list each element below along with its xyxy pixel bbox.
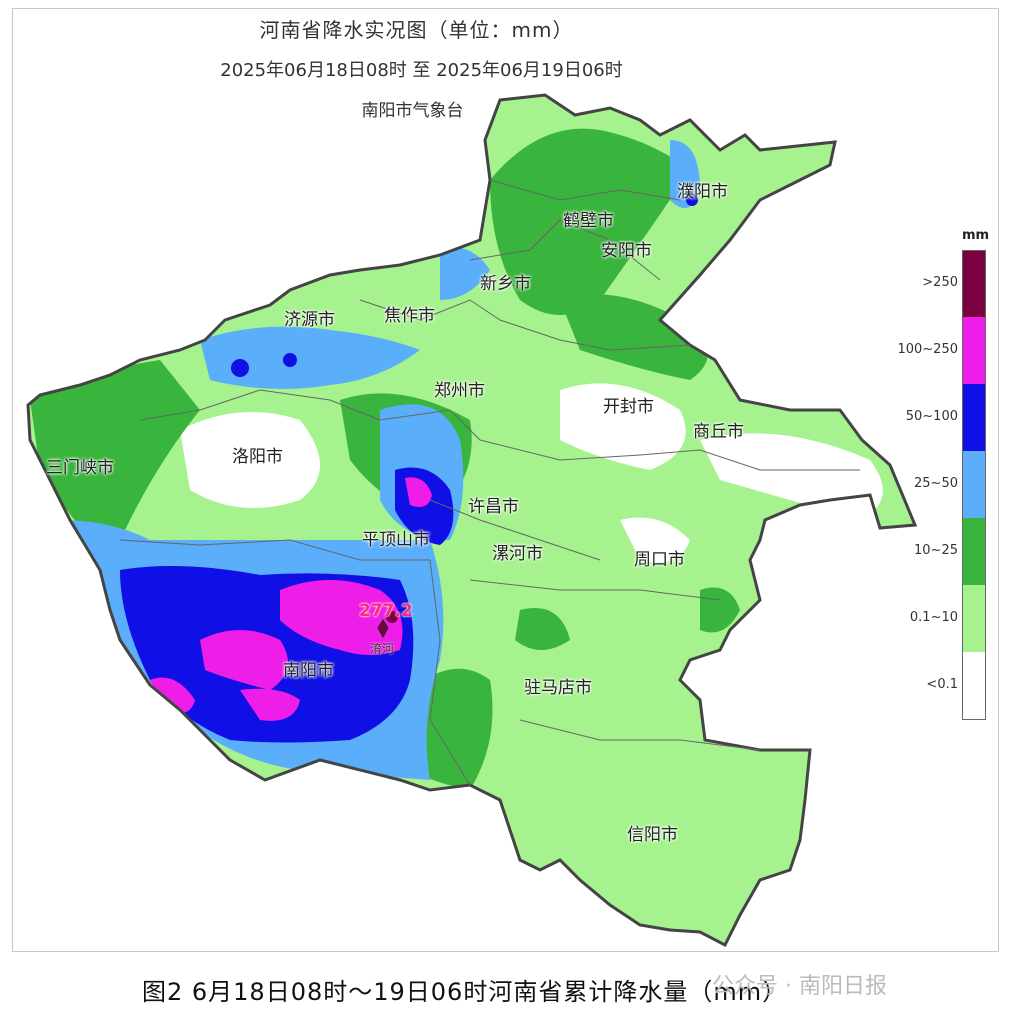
legend-swatch xyxy=(962,518,986,585)
peak-station-name: 淯河 xyxy=(370,642,395,656)
city-label-pingdingshan: 平顶山市 xyxy=(362,530,430,550)
legend-swatch xyxy=(962,250,986,318)
legend-label: >250 xyxy=(922,274,958,290)
watermark: 公众号 · 南阳日报 xyxy=(712,974,887,999)
map-title: 河南省降水实况图（单位：mm） xyxy=(259,18,574,42)
city-label-anyang: 安阳市 xyxy=(601,241,652,261)
map-source: 南阳市气象台 xyxy=(361,101,464,121)
city-label-nanyang: 南阳市 xyxy=(283,661,334,681)
city-label-zhumadian: 驻马店市 xyxy=(524,678,592,698)
city-label-jiyuan: 济源市 xyxy=(284,310,335,330)
city-label-zhoukou: 周口市 xyxy=(634,550,685,570)
city-label-luoyang: 洛阳市 xyxy=(232,447,283,467)
city-label-hebi: 鹤壁市 xyxy=(563,211,614,231)
legend-label: <0.1 xyxy=(926,676,958,692)
city-label-sanmenxia: 三门峡市 xyxy=(46,458,114,478)
city-label-zhengzhou: 郑州市 xyxy=(434,381,485,401)
city-label-shangqiu: 商丘市 xyxy=(693,422,744,442)
legend-swatch xyxy=(962,384,986,451)
city-label-kaifeng: 开封市 xyxy=(603,397,654,417)
city-label-xinxiang: 新乡市 xyxy=(480,274,531,294)
legend-unit: mm xyxy=(962,228,990,243)
legend-label: 50~100 xyxy=(905,408,958,424)
legend-swatch xyxy=(962,585,986,652)
legend-label: 0.1~10 xyxy=(909,609,958,625)
legend-swatch xyxy=(962,652,986,720)
map-period: 2025年06月18日08时 至 2025年06月19日06时 xyxy=(220,60,623,81)
legend-swatch xyxy=(962,317,986,384)
figure-caption: 图2 6月18日08时～19日06时河南省累计降水量（mm） xyxy=(142,978,788,1006)
legend-label: 100~250 xyxy=(897,341,958,357)
city-label-luohe: 漯河市 xyxy=(492,544,543,564)
legend-label: 10~25 xyxy=(914,542,958,558)
legend-label: 25~50 xyxy=(914,475,958,491)
city-label-jiaozuo: 焦作市 xyxy=(384,306,435,326)
city-label-puyang: 濮阳市 xyxy=(677,182,728,202)
city-label-xinyang: 信阳市 xyxy=(627,825,678,845)
peak-rainfall-value: 277.2 xyxy=(359,601,413,621)
legend-swatch xyxy=(962,451,986,518)
city-label-xuchang: 许昌市 xyxy=(468,497,519,517)
